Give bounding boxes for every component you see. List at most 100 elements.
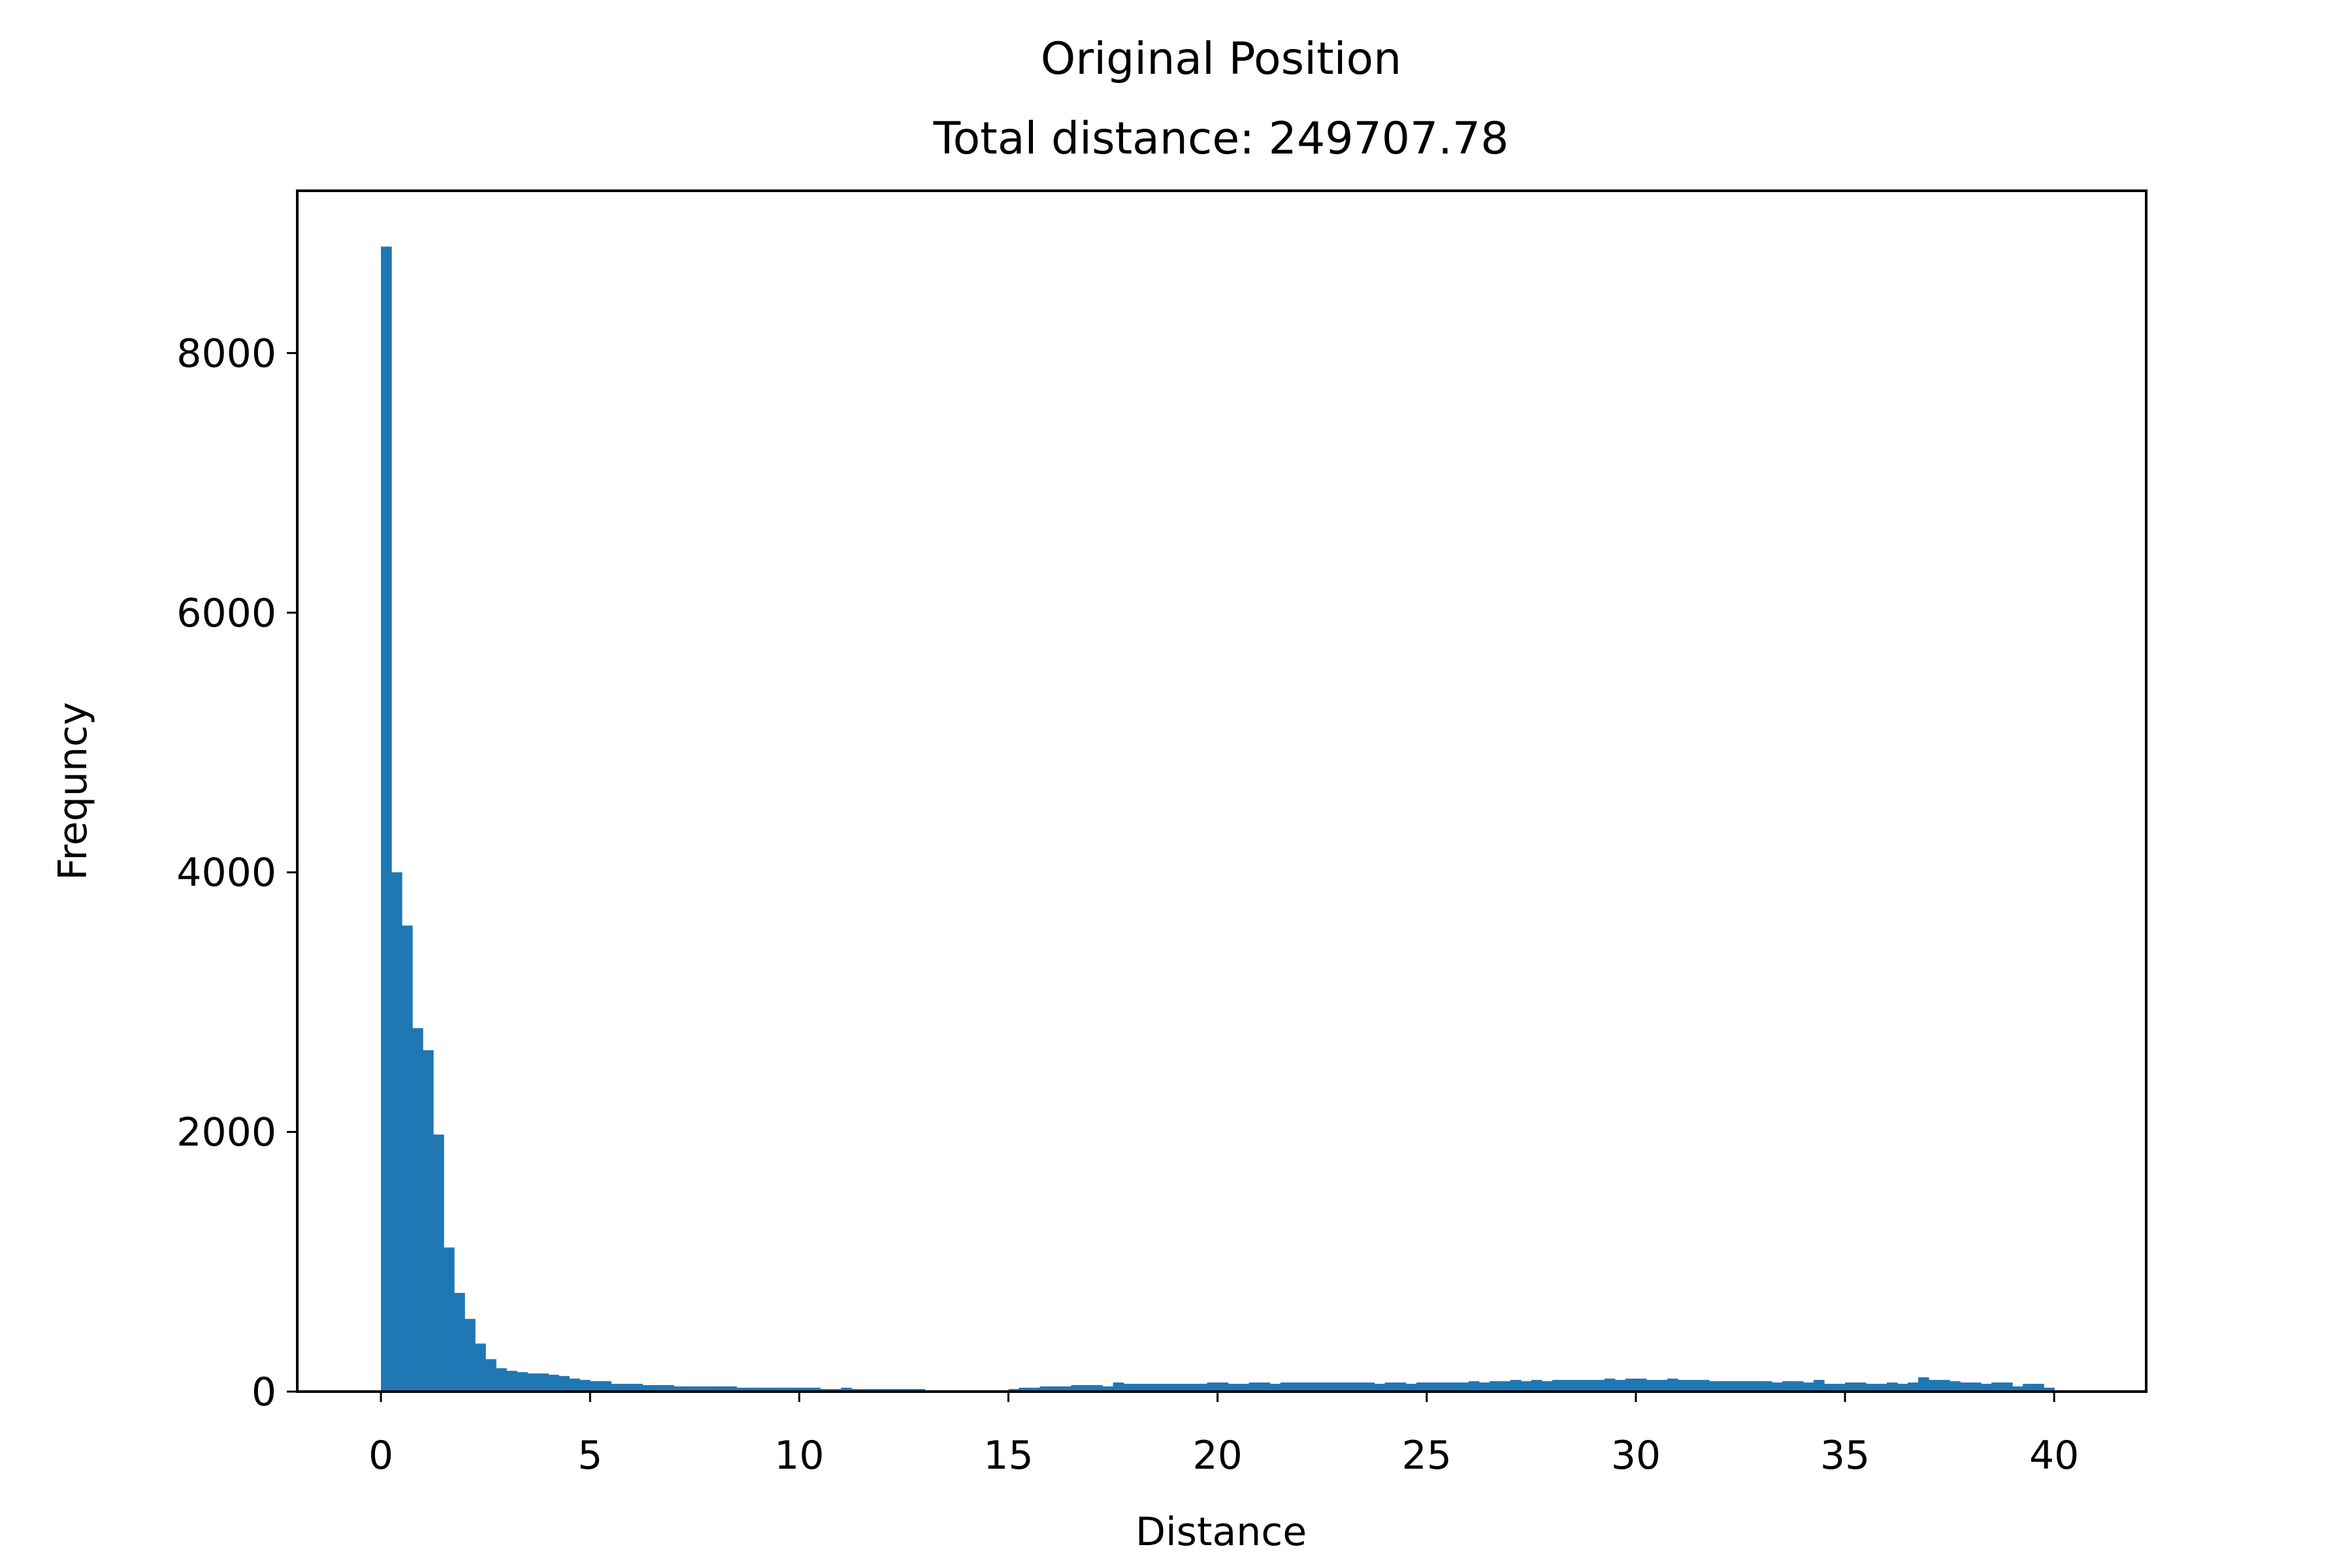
- histogram-bar: [1646, 1380, 1658, 1392]
- histogram-bar: [1384, 1382, 1396, 1392]
- histogram-bar: [1447, 1382, 1459, 1392]
- histogram-bar: [809, 1388, 821, 1392]
- bars-group: [381, 246, 2055, 1392]
- histogram-bar: [1845, 1382, 1856, 1392]
- histogram-bar: [2002, 1382, 2013, 1392]
- histogram-bar: [1897, 1384, 1908, 1392]
- y-tick-label: 2000: [176, 1110, 276, 1156]
- histogram-bar: [1918, 1377, 1929, 1392]
- histogram-bar: [2033, 1384, 2044, 1392]
- histogram-bar: [1939, 1380, 1950, 1392]
- histogram-bar: [1729, 1381, 1741, 1392]
- chart-title: Original Position: [1041, 33, 1401, 85]
- histogram-bar: [590, 1381, 601, 1392]
- histogram-bar: [705, 1386, 716, 1392]
- histogram-bar: [1656, 1380, 1668, 1392]
- histogram-bar: [684, 1386, 695, 1392]
- histogram-bar: [1520, 1381, 1532, 1392]
- histogram-bar: [1029, 1388, 1041, 1392]
- histogram-bar: [841, 1388, 852, 1392]
- histogram-bar: [1614, 1380, 1626, 1392]
- histogram-bar: [1290, 1382, 1302, 1392]
- histogram-bar: [1866, 1384, 1877, 1392]
- histogram-bar: [1332, 1382, 1344, 1392]
- histogram-bar: [611, 1384, 622, 1392]
- histogram-bar: [1343, 1382, 1354, 1392]
- histogram-bar: [1489, 1381, 1501, 1392]
- histogram-bar: [736, 1388, 747, 1392]
- x-tick-label: 25: [1402, 1433, 1452, 1478]
- histogram-bar: [1970, 1382, 1982, 1392]
- y-tick-label: 8000: [176, 331, 276, 376]
- histogram-bar: [2012, 1386, 2023, 1392]
- histogram-bar: [1092, 1385, 1103, 1392]
- histogram-bar: [381, 246, 392, 1392]
- histogram-bar: [1458, 1382, 1469, 1392]
- histogram-bar: [1510, 1380, 1522, 1392]
- histogram-bar: [2044, 1388, 2055, 1392]
- histogram-bar: [1322, 1382, 1333, 1392]
- y-axis-label: Frequncy: [50, 702, 96, 880]
- x-tick-label: 30: [1611, 1433, 1661, 1478]
- histogram-bar: [1855, 1382, 1867, 1392]
- histogram-bar: [1887, 1382, 1898, 1392]
- histogram-bar: [1039, 1386, 1051, 1392]
- histogram-bar: [1249, 1382, 1260, 1392]
- histogram-bar: [485, 1359, 497, 1392]
- histogram-bar: [433, 1134, 444, 1392]
- histogram-bar: [1531, 1380, 1543, 1392]
- x-tick-label: 5: [578, 1433, 602, 1478]
- x-tick-label: 10: [774, 1433, 824, 1478]
- histogram-bar: [1593, 1380, 1605, 1392]
- histogram-bar: [715, 1386, 727, 1392]
- histogram-bar: [1405, 1384, 1417, 1392]
- histogram-bar: [580, 1380, 591, 1392]
- histogram-bar: [1134, 1384, 1145, 1392]
- histogram-bar: [1468, 1381, 1480, 1392]
- histogram-bar: [1280, 1382, 1292, 1392]
- histogram-bar: [2023, 1384, 2034, 1392]
- histogram-bar: [1353, 1382, 1365, 1392]
- histogram-bar: [538, 1373, 549, 1392]
- y-tick-label: 0: [252, 1369, 276, 1415]
- histogram-bar: [1667, 1379, 1678, 1392]
- histogram-bar: [1269, 1384, 1281, 1392]
- chart-subtitle: Total distance: 249707.78: [933, 113, 1509, 165]
- x-tick-label: 40: [2029, 1433, 2079, 1478]
- histogram-bar: [1823, 1384, 1835, 1392]
- y-ticks: 0 2000 4000 6000 8000: [176, 331, 297, 1415]
- histogram-bar: [1478, 1382, 1490, 1392]
- y-tick-label: 6000: [176, 591, 276, 636]
- histogram-bar: [1782, 1381, 1793, 1392]
- x-ticks: 0 5 10 15 20 25 30 35 40: [368, 1392, 2079, 1478]
- histogram-bar: [1426, 1382, 1438, 1392]
- histogram-bar: [402, 925, 413, 1392]
- histogram-bar: [1144, 1384, 1156, 1392]
- histogram-bar: [444, 1247, 455, 1392]
- histogram-bar: [1708, 1381, 1720, 1392]
- histogram-bar: [1196, 1384, 1208, 1392]
- histogram-bar: [1374, 1384, 1386, 1392]
- histogram-bar: [694, 1386, 706, 1392]
- histogram-bar: [1573, 1380, 1584, 1392]
- histogram-bar: [1719, 1381, 1731, 1392]
- histogram-bar: [1698, 1380, 1710, 1392]
- histogram-bar: [789, 1388, 800, 1392]
- histogram-bar: [1750, 1381, 1762, 1392]
- histogram-bar: [1929, 1380, 1940, 1392]
- histogram-bar: [1803, 1382, 1814, 1392]
- histogram-bar: [475, 1343, 486, 1392]
- histogram-bar: [1552, 1380, 1563, 1392]
- histogram-bar: [1761, 1381, 1772, 1392]
- histogram-bar: [548, 1375, 559, 1392]
- x-tick-label: 15: [983, 1433, 1033, 1478]
- histogram-bar: [1019, 1388, 1030, 1392]
- histogram-bar: [1981, 1384, 1992, 1392]
- histogram-bar: [1228, 1384, 1239, 1392]
- histogram-bar: [674, 1386, 685, 1392]
- histogram-bar: [621, 1384, 632, 1392]
- x-tick-label: 20: [1192, 1433, 1242, 1478]
- histogram-bar: [1238, 1384, 1250, 1392]
- histogram-bar: [1792, 1381, 1804, 1392]
- plot-frame: [296, 189, 2148, 1393]
